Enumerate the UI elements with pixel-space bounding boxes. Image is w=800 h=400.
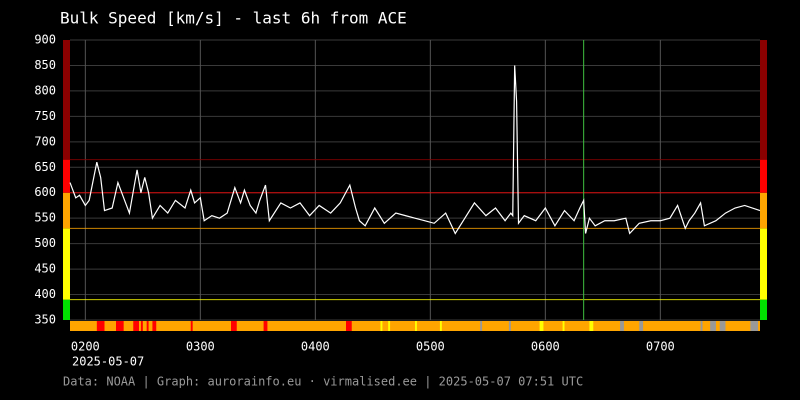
strip-segment [190, 321, 193, 331]
band-right [760, 159, 767, 193]
strip-segment [146, 321, 149, 331]
band-right [760, 40, 767, 160]
y-tick-label: 550 [34, 211, 56, 225]
footer: Data: NOAA | Graph: aurorainfo.eu · virm… [63, 375, 583, 389]
strip-segment [116, 321, 124, 331]
band-right [760, 299, 767, 320]
strip-segment [388, 321, 391, 331]
y-tick-label: 600 [34, 185, 56, 199]
chart-title: Bulk Speed [km/s] - last 6h from ACE [60, 9, 407, 28]
strip-segment [480, 321, 483, 331]
y-tick-label: 750 [34, 109, 56, 123]
x-tick-label: 0700 [646, 340, 675, 354]
band-left [63, 159, 70, 193]
strip-segment [231, 321, 237, 331]
y-tick-label: 900 [34, 33, 56, 47]
band-left [63, 228, 70, 300]
x-tick-label: 0400 [301, 340, 330, 354]
strip-segment [346, 321, 352, 331]
x-tick-label: 0200 [71, 340, 100, 354]
strip-segment [562, 321, 565, 331]
strip-segment [152, 321, 157, 331]
band-left [63, 40, 70, 160]
band-right [760, 228, 767, 300]
band-right [760, 192, 767, 229]
strip-segment [750, 321, 759, 331]
date-label: 2025-05-07 [72, 355, 144, 369]
strip-segment [639, 321, 644, 331]
y-tick-label: 700 [34, 134, 56, 148]
y-tick-label: 650 [34, 160, 56, 174]
strip-segment [140, 321, 143, 331]
x-tick-label: 0500 [416, 340, 445, 354]
x-tick-label: 0600 [531, 340, 560, 354]
strip-segment [133, 321, 139, 331]
strip-segment [700, 321, 703, 331]
band-left [63, 192, 70, 229]
strip-segment [415, 321, 417, 331]
strip-segment [710, 321, 716, 331]
strip-segment [620, 321, 624, 331]
strip-segment [719, 321, 726, 331]
y-tick-label: 400 [34, 287, 56, 301]
y-tick-label: 800 [34, 83, 56, 97]
y-tick-label: 350 [34, 313, 56, 327]
strip-segment [96, 321, 105, 331]
strip-segment [589, 321, 594, 331]
y-tick-label: 500 [34, 236, 56, 250]
band-left [63, 299, 70, 320]
strip-segment [380, 321, 383, 331]
y-tick-label: 850 [34, 58, 56, 72]
strip-segment [539, 321, 544, 331]
data-line [69, 65, 761, 235]
x-tick-label: 0300 [186, 340, 215, 354]
strip-segment [508, 321, 511, 331]
strip-segment [263, 321, 268, 331]
strip-segment [439, 321, 442, 331]
y-tick-label: 450 [34, 262, 56, 276]
